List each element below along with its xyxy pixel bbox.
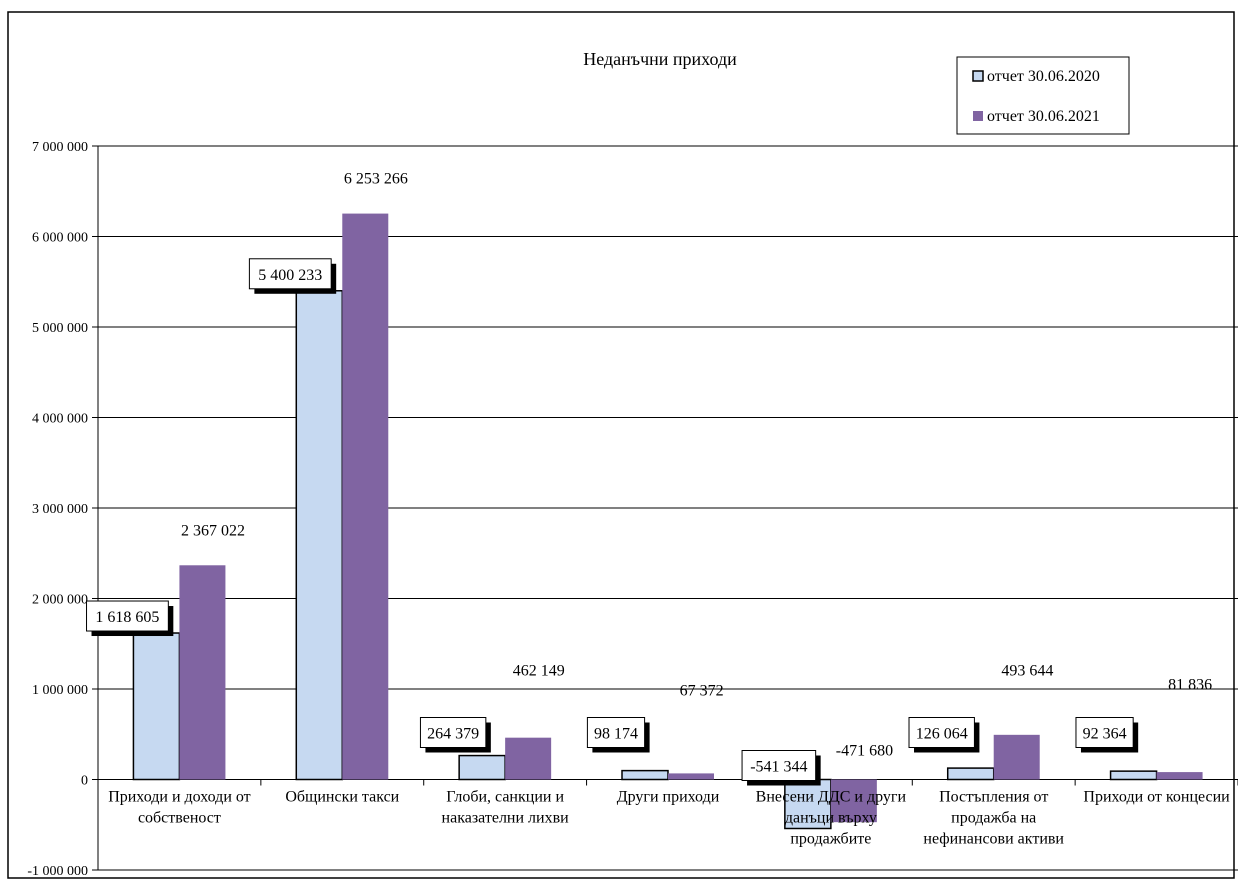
y-tick-label: 4 000 000 <box>32 412 88 427</box>
bar-2020 <box>948 768 994 779</box>
bar-2021 <box>179 565 225 779</box>
bar-2020 <box>459 756 505 780</box>
category-label: Приходи от концесии <box>1083 789 1230 806</box>
data-label-2020: 264 379 <box>427 726 479 743</box>
data-label-2021: 81 836 <box>1168 677 1212 694</box>
y-tick-label: -1 000 000 <box>27 864 88 879</box>
bar-2020 <box>133 633 179 779</box>
bar-2020 <box>1111 771 1157 779</box>
data-label-2021: 2 367 022 <box>181 522 245 539</box>
legend-label-2021: отчет 30.06.2021 <box>987 108 1100 125</box>
y-tick-label: 0 <box>81 774 88 789</box>
bar-2020 <box>296 291 342 780</box>
bar-2020 <box>622 771 668 780</box>
data-label-2020: 98 174 <box>594 726 638 743</box>
data-label-2021: 493 644 <box>1001 663 1053 680</box>
legend-swatch-2021 <box>973 111 983 121</box>
y-tick-label: 7 000 000 <box>32 140 88 155</box>
data-label-2021: 6 253 266 <box>344 171 408 188</box>
data-label-2021: 67 372 <box>680 683 724 700</box>
data-label-2020: 1 618 605 <box>95 609 159 626</box>
bar-2021 <box>994 735 1040 780</box>
bar-2021 <box>342 214 388 780</box>
category-label: Други приходи <box>617 789 720 806</box>
y-tick-label: 6 000 000 <box>32 231 88 246</box>
y-tick-label: 5 000 000 <box>32 321 88 336</box>
y-tick-label: 2 000 000 <box>32 593 88 608</box>
data-label-2020: 126 064 <box>916 726 968 743</box>
bar-2021 <box>668 773 714 779</box>
category-label: Общински такси <box>285 789 399 806</box>
data-label-2020: 92 364 <box>1083 726 1127 743</box>
legend-label-2020: отчет 30.06.2020 <box>987 68 1100 85</box>
data-label-2020: -541 344 <box>750 759 807 776</box>
data-label-2020: 5 400 233 <box>258 267 322 284</box>
bar-2021 <box>1157 772 1203 779</box>
y-tick-label: 1 000 000 <box>32 683 88 698</box>
data-label-2021: 462 149 <box>513 663 565 680</box>
data-label-2021: -471 680 <box>836 743 893 760</box>
legend: отчет 30.06.2020 отчет 30.06.2021 <box>957 57 1129 134</box>
bar-2021 <box>505 738 551 780</box>
legend-swatch-2020 <box>973 71 983 81</box>
y-tick-label: 3 000 000 <box>32 502 88 517</box>
chart-title: Неданъчни приходи <box>583 49 737 69</box>
